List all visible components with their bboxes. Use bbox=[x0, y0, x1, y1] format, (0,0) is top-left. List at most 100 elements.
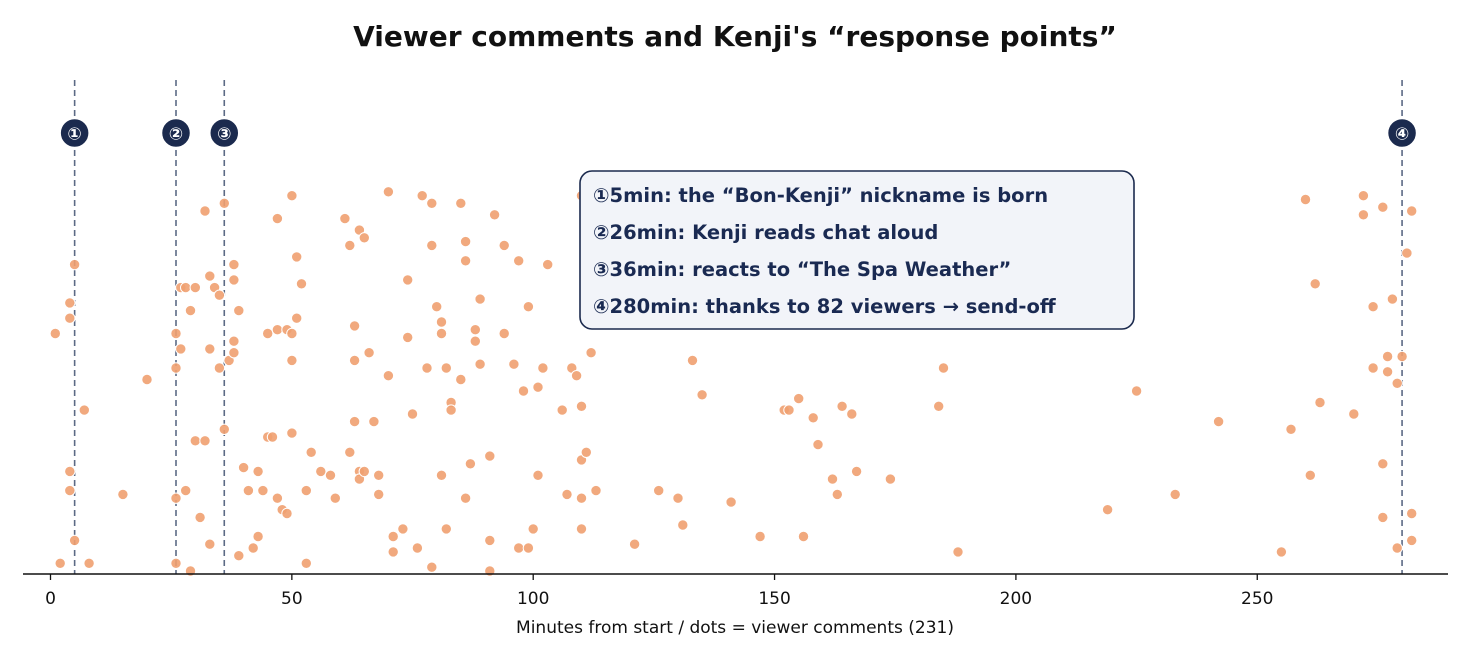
comment-point bbox=[754, 530, 766, 543]
comment-point bbox=[440, 523, 452, 535]
comment-point bbox=[846, 408, 858, 420]
x-tick-label: 0 bbox=[45, 589, 56, 609]
comment-point bbox=[194, 511, 206, 524]
comment-point bbox=[435, 327, 448, 340]
comment-point bbox=[348, 320, 361, 332]
comment-point bbox=[469, 335, 481, 347]
comment-point bbox=[49, 327, 61, 340]
comment-point bbox=[1285, 423, 1297, 435]
comment-point bbox=[561, 488, 573, 501]
comment-point bbox=[628, 538, 641, 550]
comment-point bbox=[513, 542, 525, 554]
comment-point bbox=[64, 297, 76, 309]
comment-point bbox=[1348, 408, 1360, 420]
comment-point bbox=[170, 492, 182, 504]
comment-point bbox=[1406, 507, 1418, 520]
comment-point bbox=[199, 205, 211, 217]
x-tick-label: 200 bbox=[1000, 589, 1032, 609]
comment-point bbox=[189, 281, 202, 294]
x-tick-label: 250 bbox=[1241, 589, 1273, 609]
comment-point bbox=[1381, 350, 1394, 363]
comment-point bbox=[228, 258, 240, 271]
comment-point bbox=[339, 212, 351, 225]
response-marker-badge bbox=[1385, 116, 1419, 150]
comment-point bbox=[527, 523, 539, 535]
comment-point bbox=[677, 519, 689, 531]
comment-point bbox=[199, 435, 211, 447]
comment-point bbox=[237, 461, 250, 474]
comment-point bbox=[228, 274, 240, 286]
comment-point bbox=[286, 427, 298, 439]
comment-point bbox=[213, 362, 226, 374]
comment-point bbox=[517, 385, 530, 397]
comment-point bbox=[459, 492, 472, 504]
comment-point bbox=[1212, 415, 1225, 428]
x-tick-label: 50 bbox=[281, 589, 303, 609]
comment-point bbox=[170, 327, 182, 340]
legend-box bbox=[579, 170, 1135, 330]
comment-point bbox=[672, 492, 684, 504]
comment-point bbox=[1101, 504, 1114, 516]
comment-point bbox=[286, 327, 298, 340]
response-marker-3: ③ bbox=[208, 116, 241, 150]
comment-point bbox=[426, 197, 438, 210]
comment-point bbox=[373, 488, 385, 501]
comment-point bbox=[411, 542, 424, 554]
response-marker-2: ② bbox=[159, 116, 193, 150]
comment-point bbox=[1367, 362, 1379, 374]
comment-point bbox=[242, 484, 255, 497]
comment-point bbox=[1391, 377, 1403, 389]
comment-point bbox=[175, 343, 187, 355]
comment-point bbox=[532, 381, 544, 393]
comment-point bbox=[498, 239, 510, 252]
comment-point bbox=[348, 354, 361, 367]
comment-point bbox=[363, 347, 375, 359]
comment-point bbox=[826, 473, 839, 485]
response-marker-badge bbox=[58, 116, 91, 150]
comment-point bbox=[291, 312, 303, 324]
comment-point bbox=[189, 435, 202, 447]
comment-point bbox=[291, 251, 303, 263]
legend-entry-2: ②26min: Kenji reads chat aloud bbox=[593, 221, 938, 244]
comment-point bbox=[218, 423, 231, 435]
comment-point bbox=[373, 469, 385, 481]
comment-point bbox=[228, 347, 240, 359]
comment-point bbox=[68, 534, 81, 547]
comment-point bbox=[382, 370, 395, 382]
comment-point bbox=[266, 431, 279, 443]
comment-point bbox=[262, 327, 274, 340]
comment-point bbox=[797, 530, 810, 543]
comment-point bbox=[1401, 247, 1413, 259]
response-marker-4: ④ bbox=[1385, 116, 1419, 150]
comment-point bbox=[1381, 366, 1394, 378]
comment-point bbox=[1130, 385, 1143, 397]
comment-point bbox=[170, 557, 182, 569]
comment-point bbox=[508, 358, 520, 370]
comment-point bbox=[368, 415, 380, 428]
x-axis-label: Minutes from start / dots = viewer comme… bbox=[516, 618, 954, 638]
comment-point bbox=[575, 523, 588, 535]
comment-point bbox=[141, 373, 153, 386]
comment-point bbox=[305, 446, 317, 458]
comment-point bbox=[1169, 488, 1181, 501]
comment-point bbox=[416, 190, 428, 202]
comment-point bbox=[653, 484, 665, 497]
response-marker-badge bbox=[208, 116, 241, 150]
x-tick-label: 150 bbox=[758, 589, 790, 609]
comment-point bbox=[213, 289, 226, 301]
comment-point bbox=[793, 392, 805, 405]
legend-entry-3: ③36min: reacts to “The Spa Weather” bbox=[593, 258, 1011, 281]
comment-point bbox=[469, 324, 481, 336]
legend: ①5min: the “Bon-Kenji” nickname is born ②… bbox=[579, 170, 1135, 330]
comment-point bbox=[1357, 209, 1370, 221]
comment-point bbox=[783, 404, 795, 416]
comment-point bbox=[686, 354, 699, 367]
comment-point bbox=[850, 465, 863, 478]
x-ticks: 0 50 100 150 200 250 bbox=[45, 574, 1273, 609]
comment-point bbox=[204, 538, 216, 550]
comment-point bbox=[836, 400, 848, 412]
response-marker-1: ① bbox=[58, 116, 91, 150]
comment-point bbox=[474, 293, 486, 305]
comment-point bbox=[247, 542, 259, 554]
comment-point bbox=[1367, 301, 1379, 313]
